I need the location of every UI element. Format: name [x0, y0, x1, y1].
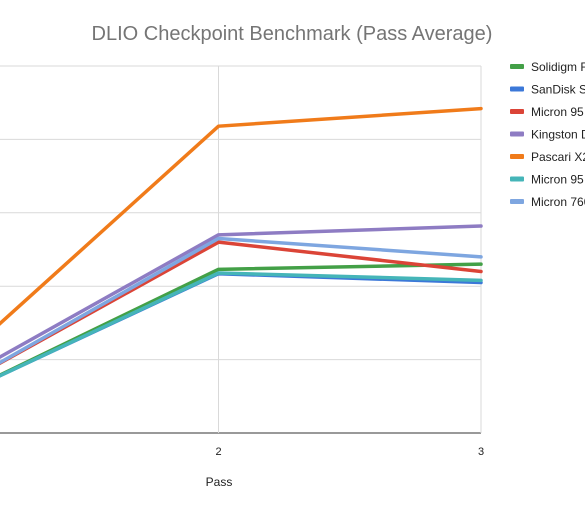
- chart-title: DLIO Checkpoint Benchmark (Pass Average): [92, 23, 493, 45]
- x-axis-label: Pass: [206, 475, 233, 489]
- legend-label: Micron 95: [531, 105, 584, 119]
- legend-label: Solidigm F: [531, 60, 585, 74]
- series-line: [0, 224, 483, 360]
- legend-swatch: [510, 131, 524, 137]
- x-tick-label: 2: [215, 446, 221, 458]
- legend-swatch: [510, 109, 524, 114]
- legend-label: Micron 95: [531, 173, 584, 187]
- legend-label: Micron 760: [531, 195, 585, 209]
- series-line: [0, 106, 483, 326]
- legend: Solidigm F SanDisk S Micron 95 Kingston D Pa…: [510, 60, 585, 209]
- legend-label: Kingston D: [531, 128, 585, 142]
- legend-swatch: [510, 176, 524, 182]
- series-lines: [0, 106, 483, 378]
- legend-swatch: [510, 64, 524, 69]
- series-line: [0, 271, 483, 378]
- legend-swatch: [510, 86, 524, 92]
- legend-label: SanDisk S: [531, 83, 585, 97]
- legend-label: Pascari X2: [531, 150, 585, 164]
- series-line: [0, 262, 483, 377]
- x-tick-label: 3: [478, 446, 484, 458]
- series-line: [0, 271, 483, 378]
- legend-swatch: [510, 199, 524, 204]
- gridlines: [0, 65, 482, 434]
- legend-swatch: [510, 154, 524, 159]
- series-line: [0, 236, 483, 365]
